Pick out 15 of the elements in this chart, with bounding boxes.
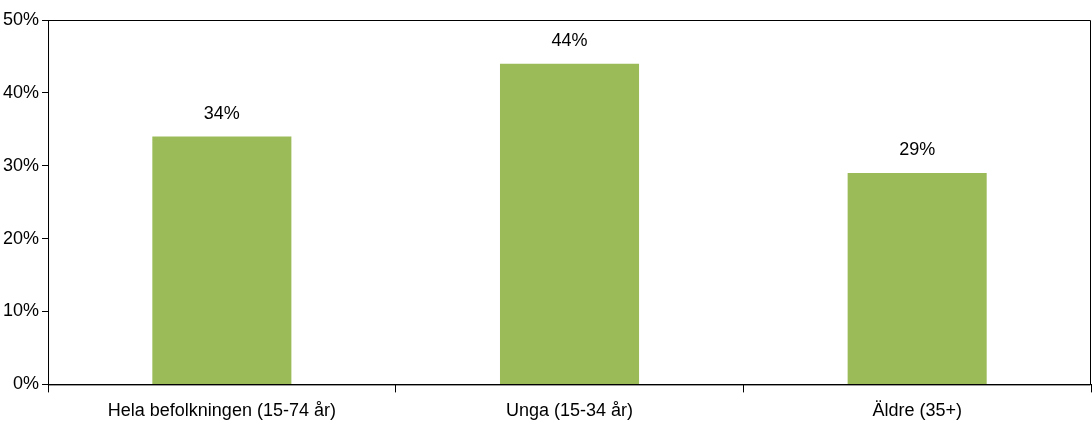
y-tick-label: 0%	[13, 373, 40, 394]
bar	[152, 136, 292, 384]
x-tick-label: Unga (15-34 år)	[505, 400, 634, 421]
data-label: 29%	[899, 139, 936, 160]
y-tick-label: 10%	[3, 300, 40, 321]
data-label: 34%	[203, 102, 240, 123]
y-tick-label: 50%	[3, 8, 40, 29]
y-tick-label: 40%	[3, 81, 40, 102]
data-label: 44%	[551, 29, 588, 50]
y-tick-label: 30%	[3, 154, 40, 175]
x-tick-label: Hela befolkningen (15-74 år)	[107, 400, 336, 421]
bar	[499, 63, 640, 384]
x-tick-label: Äldre (35+)	[872, 400, 962, 421]
y-tick-label: 20%	[3, 227, 40, 248]
bar	[847, 173, 987, 384]
